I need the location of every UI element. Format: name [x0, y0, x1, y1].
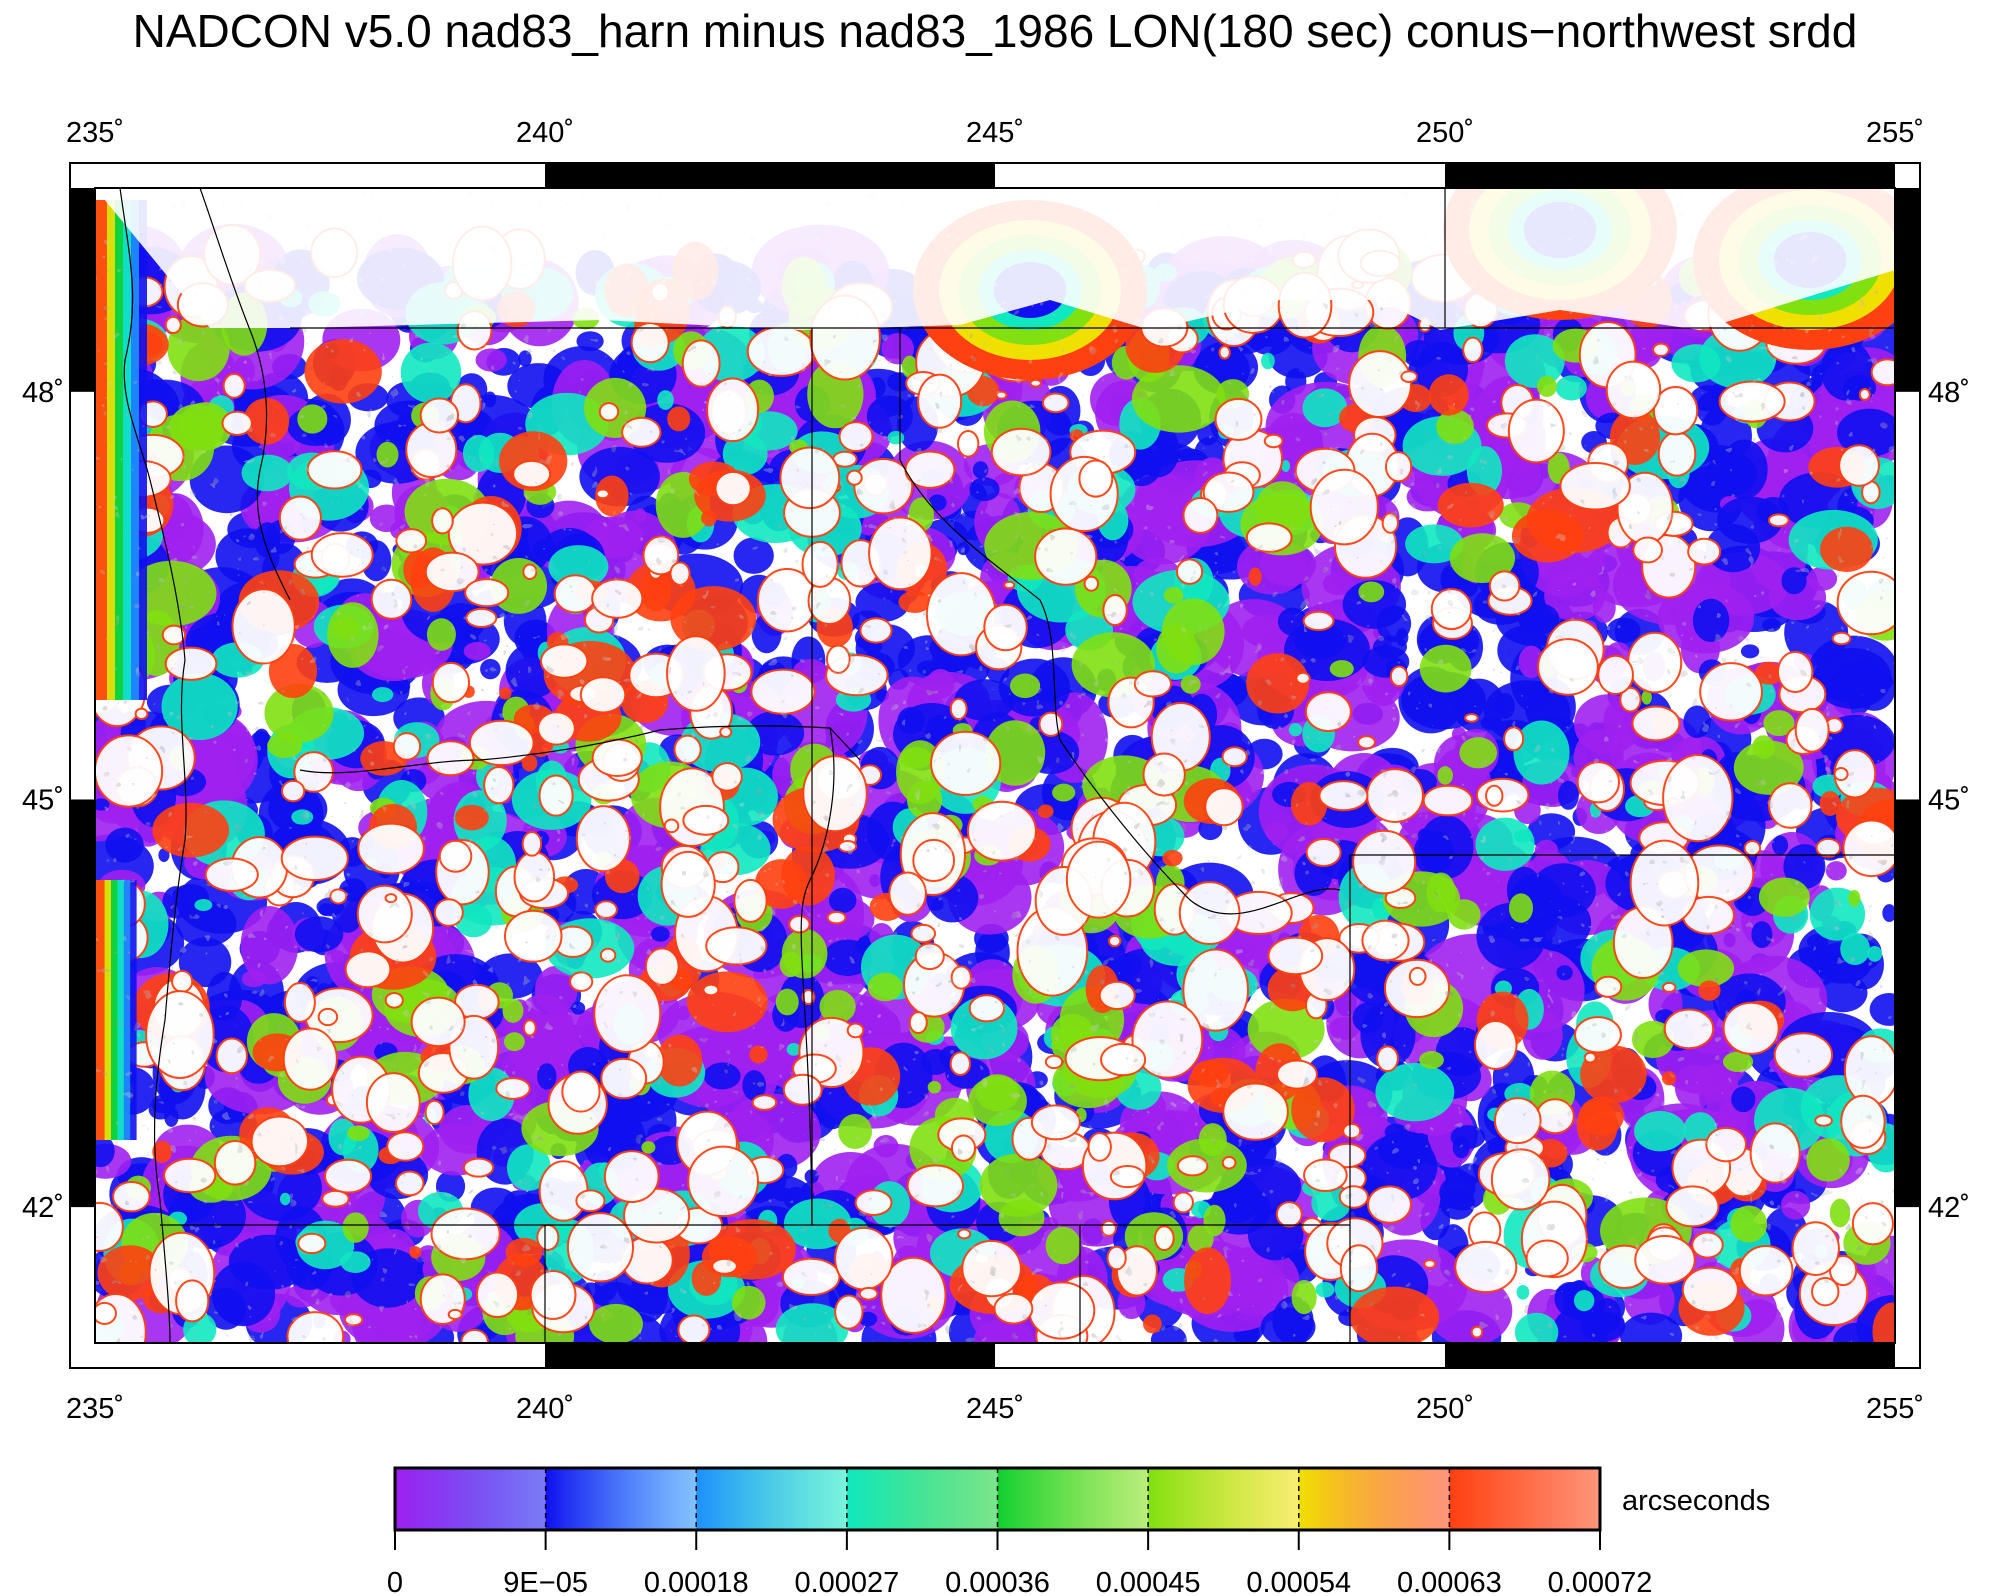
frame-bar-left [70, 799, 95, 1208]
colorbar-label: 9E−05 [503, 1567, 588, 1596]
lat-ticks-left: 48˚ 45˚ 42˚ [22, 377, 64, 1224]
lat-tick-label: 48˚ [1928, 377, 1970, 409]
lon-tick-label: 235˚ [66, 117, 124, 149]
lon-tick-label: 250˚ [1416, 117, 1474, 149]
lon-tick-label: 240˚ [516, 117, 574, 149]
map-title: NADCON v5.0 nad83_harn minus nad83_1986 … [132, 5, 1858, 57]
lon-tick-label: 255˚ [1866, 117, 1924, 149]
lat-ticks-right: 48˚ 45˚ 42˚ [1928, 377, 1970, 1224]
no-data-north [95, 188, 1895, 330]
colorbar-segment [1449, 1468, 1601, 1530]
pacific-coastline [119, 188, 187, 1343]
frame-bar-right [1895, 799, 1920, 1208]
lon-tick-label: 245˚ [966, 117, 1024, 149]
lon-tick-label: 250˚ [1416, 1393, 1474, 1425]
boundaries [119, 188, 1895, 1343]
lat-tick-label: 42˚ [22, 1192, 64, 1224]
border-idaho-montana [899, 459, 1341, 915]
colorbar-label: 0.00036 [945, 1567, 1050, 1596]
colorbar-label: 0.00018 [644, 1567, 749, 1596]
colorbar-unit: arcseconds [1622, 1485, 1770, 1517]
lon-ticks-top: 235˚ 240˚ 245˚ 250˚ 255˚ [66, 117, 1924, 149]
colorbar-segment [395, 1468, 547, 1530]
lat-tick-label: 42˚ [1928, 1192, 1970, 1224]
border-columbia-river [299, 725, 861, 774]
lat-tick-label: 45˚ [1928, 784, 1970, 816]
colorbar-segment [545, 1468, 697, 1530]
frame-bar-top [1445, 163, 1895, 188]
lon-tick-label: 255˚ [1866, 1393, 1924, 1425]
colorbar-segment [696, 1468, 848, 1530]
border-snake-river [800, 727, 835, 1226]
frame-bar-bottom [1445, 1343, 1895, 1368]
colorbar-label: 0.00045 [1096, 1567, 1201, 1596]
lat-tick-label: 45˚ [22, 784, 64, 816]
colorbar-label: 0.00027 [794, 1567, 899, 1596]
grid-plot [95, 188, 1895, 1343]
colorbar-label: 0.00063 [1397, 1567, 1502, 1596]
lat-tick-label: 48˚ [22, 377, 64, 409]
frame-bar-top [545, 163, 995, 188]
frame-bar-right [1895, 188, 1920, 392]
colorbar-label: 0.00072 [1548, 1567, 1653, 1596]
colorbar-segment [1148, 1468, 1300, 1530]
colorbar-segment [1298, 1468, 1450, 1530]
map-frame [69, 162, 1921, 1369]
lon-ticks-bottom: 235˚ 240˚ 245˚ 250˚ 255˚ [66, 1393, 1924, 1425]
frame-bar-bottom [545, 1343, 995, 1368]
colorbar-segment [846, 1468, 998, 1530]
noise-speckle [95, 188, 1895, 1343]
colorbar-segment [997, 1468, 1149, 1530]
colorbar-label: 0 [387, 1567, 403, 1596]
frame-bar-left [70, 188, 95, 392]
puget-sound-shore [199, 188, 291, 601]
colorbar: 0 9E−05 0.00018 0.00027 0.00036 0.00045 0.0005… [387, 1466, 1770, 1596]
lon-tick-label: 240˚ [516, 1393, 574, 1425]
lon-tick-label: 235˚ [66, 1393, 124, 1425]
colorbar-label: 0.00054 [1246, 1567, 1351, 1596]
lon-tick-label: 245˚ [966, 1393, 1024, 1425]
